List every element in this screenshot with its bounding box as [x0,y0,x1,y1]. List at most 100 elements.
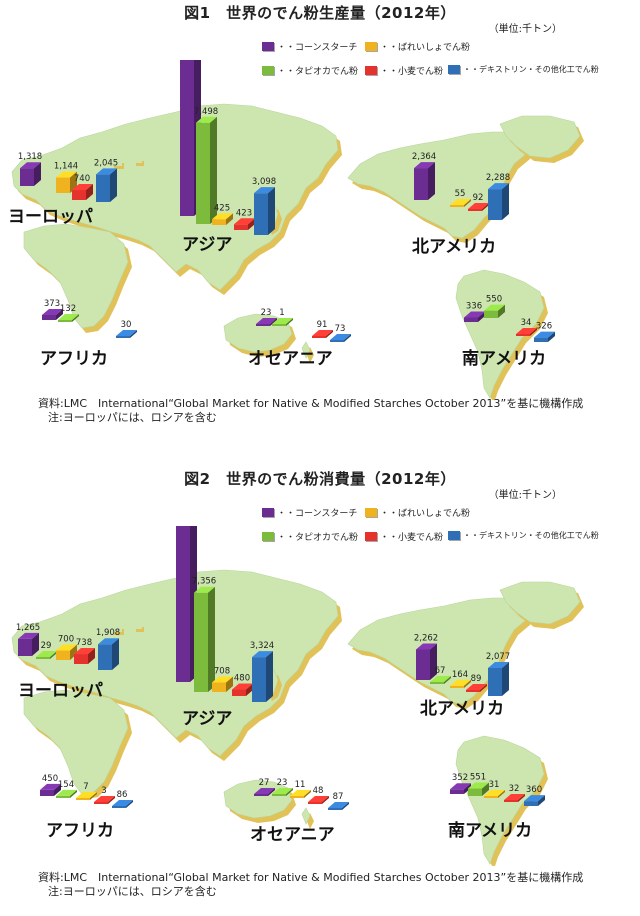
legend-tapioca: ・・タピオカでん粉 [262,530,358,543]
continent-shape [23,223,132,333]
figure-consumption: 図2 世界のでん粉消費量（2012年） （単位:千トン） ・・コーンスターチ ・… [0,466,640,916]
figure-title: 図2 世界のでん粉消費量（2012年） [184,470,456,488]
value-label: 91 [317,320,328,330]
value-label: 1,265 [16,623,40,633]
value-label: 87 [333,792,344,802]
region-label: オセアニア [248,349,333,369]
legend-wheat: ・・小麦でん粉 [365,64,443,77]
legend-swatch-potato [365,42,377,51]
region-label: アフリカ [46,821,114,841]
region-label: ヨーロッパ [18,681,103,701]
figure-production: 図1 世界のでん粉生産量（2012年） （単位:千トン） ・・コーンスターチ ・… [0,0,640,450]
bar-potato [450,679,471,688]
bar-corn [416,643,437,680]
bar-other [524,795,545,806]
legend-swatch-potato [365,508,377,517]
bar-corn [414,162,435,200]
bar-corn [18,632,39,656]
value-label: 336 [466,301,482,311]
region-label: アジア [182,235,232,255]
value-label: 425 [214,203,230,213]
value-label: 1 [279,308,284,318]
source-note: 資料:LMC International“Global Market for N… [38,397,584,410]
value-label: 92 [473,193,484,203]
legend-label: ・・小麦でん粉 [380,533,444,543]
legend-label: ・・ばれいしょでん粉 [380,509,471,519]
bar-wheat [74,648,95,664]
value-label: 740 [74,174,90,184]
bar-tapioca [194,586,215,692]
legend: ・・コーンスターチ ・・ばれいしょでん粉 ・・タピオカでん粉 ・・小麦でん粉 ・… [262,38,632,84]
value-label: 700 [58,635,74,645]
bar-tapioca [468,782,489,796]
value-label: 2,262 [414,633,438,643]
island-shape [112,626,124,635]
bar-other [116,330,137,338]
bar-corn [176,526,197,682]
bar-other [112,800,133,808]
bar-potato [450,199,471,207]
value-label: 132 [60,304,76,314]
legend-swatch-other [448,531,460,540]
value-label: 164 [452,670,468,680]
island-shape [134,158,144,166]
legend-wheat: ・・小麦でん粉 [365,530,443,543]
continent-shape [301,807,314,829]
bar-wheat [466,684,487,692]
bar-corn [256,318,277,326]
value-label: 550 [486,295,502,305]
legend-label: ・・コーンスターチ [277,509,358,519]
legend-label: ・・小麦でん粉 [380,67,444,77]
region-label: ヨーロッパ [8,207,93,227]
bar-tapioca [196,116,217,224]
legend-swatch-corn [262,508,274,517]
value-label: 551 [470,773,486,783]
continent-shape [499,581,584,629]
bar-potato [76,792,97,800]
legend-swatch-corn [262,42,274,51]
bar-tapioca [56,789,77,798]
value-label: 86 [117,790,128,800]
value-label: 55 [455,189,466,199]
continent-shape [223,313,296,357]
bars: 1,265297007381,90811,6597,3567084803,324… [16,526,545,810]
unit-label: （単位:千トン） [488,490,562,501]
bar-tapioca [58,314,79,322]
value-label: 89 [471,674,482,684]
value-label: 1,144 [54,162,78,172]
bar-other [98,638,119,670]
value-label: 480 [234,674,250,684]
bar-potato [484,790,505,798]
bar-potato [56,644,77,660]
legend-swatch-tapioca [262,532,274,541]
region-label: 南アメリカ [462,348,546,369]
value-label: 373 [44,299,60,309]
value-label: 3,324 [250,641,274,651]
bar-wheat [516,328,537,336]
legend-label: ・・コーンスターチ [277,43,358,53]
value-label: 11 [295,780,306,790]
legend: ・・コーンスターチ ・・ばれいしょでん粉 ・・タピオカでん粉 ・・小麦でん粉 ・… [262,504,632,550]
legend-swatch-wheat [365,66,377,75]
value-label: 423 [236,208,252,218]
bar-wheat [312,330,333,338]
bar-other [488,183,509,220]
footnote: 注:ヨーロッパには、ロシアを含む [48,411,217,424]
legend-other: ・・デキストリン・その他化工でん粉 [448,530,599,541]
value-label: 326 [536,322,552,332]
bar-corn [254,788,275,796]
value-label: 30 [121,320,132,330]
region-label: アジア [182,709,232,729]
value-label: 7,498 [194,107,218,117]
continent-shape [301,341,314,363]
continent-shape [455,269,548,400]
bar-wheat [234,218,255,230]
bar-other [252,651,273,702]
bar-tapioca [272,788,293,796]
value-label: 360 [526,785,542,795]
region-label: アフリカ [40,349,108,369]
value-label: 2,288 [486,173,510,183]
legend-swatch-wheat [365,532,377,541]
bars: 1,3181,1447402,04511,6747,4984254233,098… [18,60,555,342]
bar-corn [42,308,63,320]
